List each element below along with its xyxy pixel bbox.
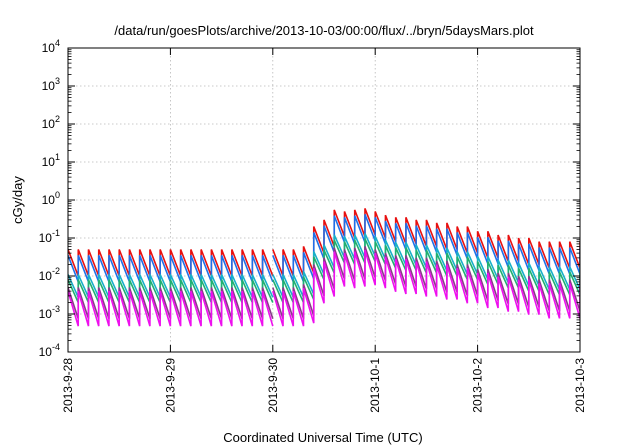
y-tick-label: 10-3 bbox=[39, 304, 60, 321]
y-tick-label: 10-1 bbox=[39, 228, 60, 245]
y-tick-label: 100 bbox=[42, 190, 60, 207]
x-tick-label: 2013-10-2 bbox=[471, 358, 485, 413]
y-axis-title: cGy/day bbox=[10, 176, 25, 224]
axes bbox=[67, 47, 581, 353]
x-tick-label: 2013-10-1 bbox=[368, 358, 382, 413]
x-tick-label: 2013-10-3 bbox=[573, 358, 587, 413]
y-tick-labels: 104 103 102 101 100 10-1 10-2 10-3 10-4 bbox=[39, 38, 60, 359]
x-tick-label: 2013-9-29 bbox=[163, 358, 177, 413]
x-axis-title: Coordinated Universal Time (UTC) bbox=[223, 430, 422, 445]
chart-title: /data/run/goesPlots/archive/2013-10-03/0… bbox=[114, 23, 534, 38]
y-tick-label: 10-2 bbox=[39, 266, 60, 283]
y-tick-label: 104 bbox=[42, 38, 60, 55]
x-tick-labels: 2013-9-28 2013-9-29 2013-9-30 2013-10-1 2013… bbox=[61, 358, 587, 413]
series-line-2 bbox=[68, 214, 580, 283]
y-tick-label: 103 bbox=[42, 76, 60, 93]
series-layer bbox=[68, 208, 580, 327]
y-tick-label: 101 bbox=[42, 152, 60, 169]
series-line-6 bbox=[68, 249, 580, 327]
x-tick-label: 2013-9-28 bbox=[61, 358, 75, 413]
y-tick-label: 102 bbox=[42, 114, 60, 131]
y-tick-label: 10-4 bbox=[39, 342, 60, 359]
x-tick-label: 2013-9-30 bbox=[266, 358, 280, 413]
plot-frame bbox=[67, 47, 581, 353]
